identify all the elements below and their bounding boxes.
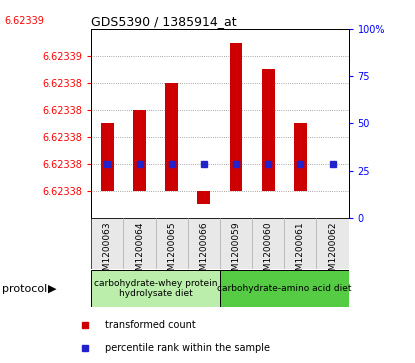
FancyBboxPatch shape xyxy=(91,270,220,307)
Text: transformed count: transformed count xyxy=(105,321,195,330)
Text: carbohydrate-amino acid diet: carbohydrate-amino acid diet xyxy=(217,284,352,293)
Bar xyxy=(229,42,242,191)
Bar xyxy=(165,83,178,191)
Text: GSM1200064: GSM1200064 xyxy=(135,222,144,282)
Text: GSM1200060: GSM1200060 xyxy=(264,222,273,282)
Text: percentile rank within the sample: percentile rank within the sample xyxy=(105,343,270,352)
Text: GSM1200059: GSM1200059 xyxy=(232,222,241,282)
Text: ▶: ▶ xyxy=(48,284,56,294)
Bar xyxy=(101,123,114,191)
Text: GSM1200063: GSM1200063 xyxy=(103,222,112,282)
Text: protocol: protocol xyxy=(2,284,47,294)
Bar xyxy=(294,123,307,191)
Text: GSM1200061: GSM1200061 xyxy=(296,222,305,282)
Text: GSM1200066: GSM1200066 xyxy=(199,222,208,282)
Bar xyxy=(198,191,210,204)
Text: GSM1200065: GSM1200065 xyxy=(167,222,176,282)
Bar xyxy=(262,69,275,191)
Text: 6.62339: 6.62339 xyxy=(4,16,44,26)
Text: GDS5390 / 1385914_at: GDS5390 / 1385914_at xyxy=(91,15,237,28)
Text: carbohydrate-whey protein
hydrolysate diet: carbohydrate-whey protein hydrolysate di… xyxy=(94,279,217,298)
FancyBboxPatch shape xyxy=(220,270,349,307)
Bar xyxy=(326,272,339,312)
Text: GSM1200062: GSM1200062 xyxy=(328,222,337,282)
Bar xyxy=(133,110,146,191)
